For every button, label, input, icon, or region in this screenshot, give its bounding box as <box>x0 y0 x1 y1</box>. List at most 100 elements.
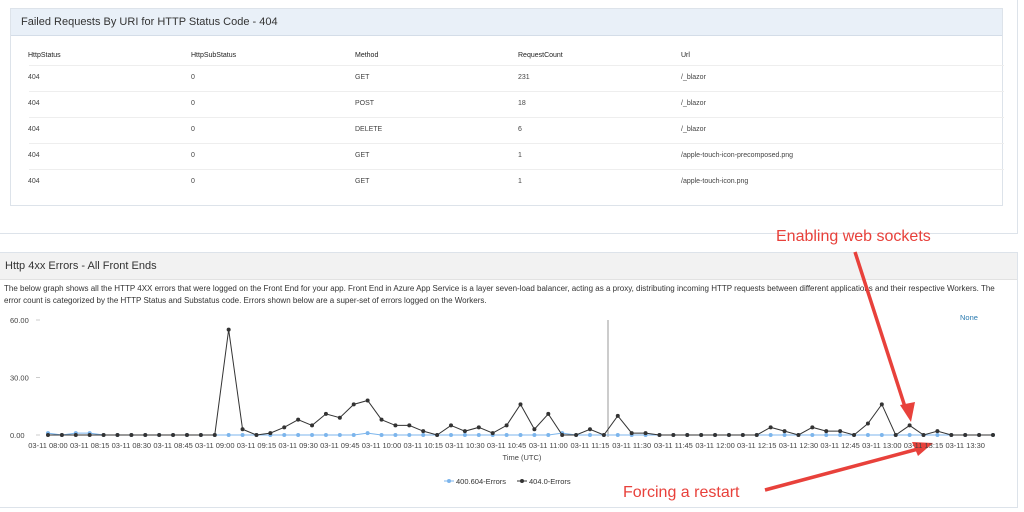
point <box>574 433 579 437</box>
table-cell: 404 <box>28 126 40 133</box>
table-cell: /_blazor <box>681 74 706 81</box>
point <box>629 431 634 436</box>
table-cell: 0 <box>191 100 195 107</box>
table-cell: 18 <box>518 100 526 107</box>
table-cell: 404 <box>28 152 40 159</box>
point <box>282 433 287 437</box>
point <box>240 433 245 437</box>
point <box>713 433 718 437</box>
x-tick-label: 03-11 12:45 <box>820 441 859 450</box>
x-tick-label: 03-11 08:00 <box>28 441 67 450</box>
point <box>157 433 162 437</box>
point <box>379 417 384 422</box>
point <box>226 433 231 437</box>
point <box>824 429 829 434</box>
column-header: HttpSubStatus <box>191 52 237 59</box>
point <box>935 433 940 437</box>
point <box>323 433 328 437</box>
x-tick-label: 03-11 09:45 <box>320 441 359 450</box>
row-rule <box>29 169 1004 170</box>
x-tick-label: 03-11 11:15 <box>571 441 610 450</box>
point <box>782 429 787 434</box>
point <box>768 433 773 437</box>
x-tick-label: 03-11 10:45 <box>487 441 526 450</box>
column-header: RequestCount <box>518 52 563 59</box>
y-tick-label: 0.00 <box>10 431 25 440</box>
x-tick-label: 03-11 08:45 <box>153 441 192 450</box>
point <box>490 431 495 436</box>
table-cell: 404 <box>28 74 40 81</box>
point <box>296 417 301 422</box>
point <box>560 433 565 437</box>
point <box>323 411 328 416</box>
table-cell: GET <box>355 152 370 159</box>
point <box>407 433 412 437</box>
annotation-arrow <box>764 251 933 492</box>
point <box>963 433 968 437</box>
x-tick-label: 03-11 13:30 <box>945 441 984 450</box>
point <box>879 402 884 407</box>
point <box>921 433 926 437</box>
point <box>476 425 481 430</box>
point <box>337 433 342 437</box>
point <box>865 433 870 437</box>
point <box>518 402 523 407</box>
point <box>879 433 884 437</box>
point <box>449 423 454 428</box>
point <box>129 433 134 437</box>
x-tick-label: 03-11 12:30 <box>779 441 818 450</box>
x-tick-label: 03-11 09:00 <box>195 441 234 450</box>
point <box>587 427 592 432</box>
point <box>393 423 398 428</box>
chart-panel: Http 4xx Errors - All Front Ends The bel… <box>0 252 1018 508</box>
x-tick-label: 03-11 11:00 <box>529 441 568 450</box>
point <box>421 429 426 434</box>
point <box>143 433 148 437</box>
point <box>601 433 606 437</box>
point <box>351 433 356 437</box>
point <box>268 431 273 436</box>
point <box>615 433 620 437</box>
row-rule <box>29 91 1004 92</box>
table-cell: DELETE <box>355 126 383 133</box>
point <box>532 427 537 432</box>
table-cell: 1 <box>518 152 522 159</box>
point <box>462 433 467 437</box>
point <box>810 433 815 437</box>
point <box>935 429 940 434</box>
point <box>810 425 815 430</box>
x-axis-title: Time (UTC) <box>503 453 542 462</box>
point <box>865 421 870 426</box>
point <box>59 433 64 437</box>
column-header: Method <box>355 52 379 59</box>
point <box>852 433 857 437</box>
link[interactable]: None <box>960 313 978 322</box>
table-cell: 231 <box>518 74 530 81</box>
x-tick-label: 03-11 08:15 <box>70 441 109 450</box>
point <box>101 433 106 437</box>
y-tick-label: 60.00 <box>10 316 29 325</box>
point <box>657 433 662 437</box>
point <box>546 411 551 416</box>
annotation: Enabling web sockets <box>776 228 931 245</box>
x-tick-label: 03-11 11:30 <box>612 441 651 450</box>
point <box>171 433 176 437</box>
x-tick-label: 03-11 12:15 <box>737 441 776 450</box>
x-tick-label: 03-11 10:15 <box>403 441 442 450</box>
point <box>240 427 245 432</box>
table-panel: Failed Requests By URI for HTTP Status C… <box>10 8 1004 206</box>
point <box>87 433 92 437</box>
point <box>643 431 648 436</box>
point <box>838 429 843 434</box>
point <box>726 433 731 437</box>
x-tick-label: 03-11 13:15 <box>904 441 943 450</box>
point <box>184 433 189 437</box>
panel-title: Http 4xx Errors - All Front Ends <box>0 253 1017 280</box>
point <box>212 433 217 437</box>
row-rule <box>29 117 1004 118</box>
point <box>991 433 995 437</box>
x-tick-label: 03-11 08:30 <box>112 441 151 450</box>
annotation: Forcing a restart <box>623 484 740 501</box>
table-cell: GET <box>355 74 370 81</box>
point <box>351 402 356 407</box>
